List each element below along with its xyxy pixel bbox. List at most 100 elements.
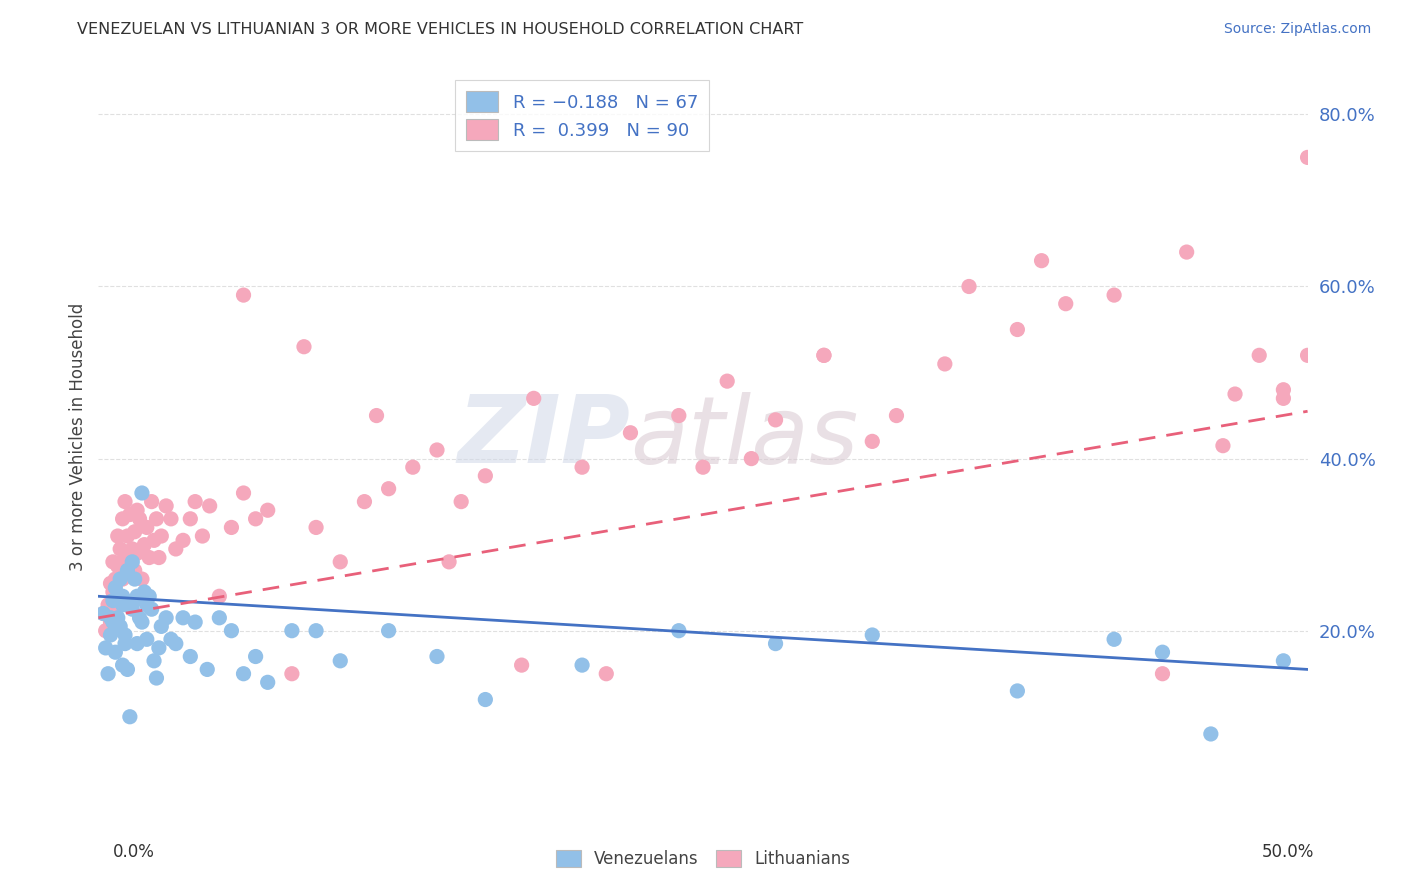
Point: [107, 529, 129, 543]
Point: [1175, 245, 1198, 260]
Point: [595, 666, 617, 681]
Point: [108, 572, 131, 586]
Point: [450, 494, 472, 508]
Point: [860, 628, 883, 642]
Point: [377, 482, 399, 496]
Point: [111, 572, 134, 586]
Point: [886, 409, 908, 423]
Point: [148, 550, 170, 565]
Point: [221, 520, 243, 534]
Point: [107, 559, 129, 574]
Point: [94, 640, 117, 655]
Point: [1199, 727, 1222, 741]
Point: [165, 637, 187, 651]
Point: [124, 593, 146, 607]
Point: [128, 611, 150, 625]
Point: [155, 499, 177, 513]
Point: [114, 628, 136, 642]
Point: [256, 503, 278, 517]
Point: [198, 499, 221, 513]
Point: [329, 555, 352, 569]
Point: [668, 409, 690, 423]
Point: [100, 628, 122, 642]
Point: [208, 611, 231, 625]
Point: [114, 637, 136, 651]
Point: [117, 564, 139, 578]
Text: Source: ZipAtlas.com: Source: ZipAtlas.com: [1223, 22, 1371, 37]
Point: [1272, 654, 1295, 668]
Point: [97, 666, 120, 681]
Point: [150, 619, 173, 633]
Point: [232, 288, 254, 302]
Point: [145, 671, 167, 685]
Point: [184, 494, 207, 508]
Point: [179, 512, 201, 526]
Point: [101, 593, 124, 607]
Point: [148, 640, 170, 655]
Y-axis label: 3 or more Vehicles in Household: 3 or more Vehicles in Household: [69, 303, 87, 571]
Point: [100, 576, 122, 591]
Point: [179, 649, 201, 664]
Point: [740, 451, 762, 466]
Point: [131, 615, 153, 629]
Text: ZIP: ZIP: [457, 391, 630, 483]
Point: [114, 550, 136, 565]
Point: [172, 533, 194, 548]
Point: [1007, 684, 1029, 698]
Point: [813, 348, 835, 362]
Point: [1212, 439, 1234, 453]
Point: [1296, 150, 1319, 164]
Point: [127, 503, 149, 517]
Point: [402, 460, 425, 475]
Point: [135, 598, 157, 612]
Point: [141, 494, 163, 508]
Point: [138, 589, 160, 603]
Point: [155, 611, 177, 625]
Point: [305, 520, 328, 534]
Point: [474, 468, 496, 483]
Point: [329, 654, 352, 668]
Point: [111, 658, 134, 673]
Point: [366, 409, 388, 423]
Point: [114, 494, 136, 508]
Point: [118, 567, 141, 582]
Point: [131, 572, 153, 586]
Point: [117, 662, 139, 676]
Point: [108, 619, 131, 633]
Point: [571, 460, 593, 475]
Point: [94, 624, 117, 638]
Point: [104, 645, 127, 659]
Point: [104, 572, 127, 586]
Point: [111, 512, 134, 526]
Point: [934, 357, 956, 371]
Point: [1054, 296, 1077, 310]
Point: [118, 710, 141, 724]
Point: [150, 529, 173, 543]
Point: [1272, 383, 1295, 397]
Point: [184, 615, 207, 629]
Point: [1296, 348, 1319, 362]
Point: [101, 615, 124, 629]
Point: [108, 541, 131, 556]
Point: [124, 524, 146, 539]
Point: [91, 607, 114, 621]
Point: [135, 632, 157, 647]
Point: [135, 520, 157, 534]
Text: 50.0%: 50.0%: [1263, 843, 1315, 861]
Point: [100, 615, 122, 629]
Point: [191, 529, 214, 543]
Point: [108, 589, 131, 603]
Point: [160, 632, 183, 647]
Point: [668, 624, 690, 638]
Point: [124, 572, 146, 586]
Point: [353, 494, 375, 508]
Point: [145, 512, 167, 526]
Point: [221, 624, 243, 638]
Point: [141, 602, 163, 616]
Point: [232, 666, 254, 681]
Point: [281, 666, 304, 681]
Point: [292, 340, 315, 354]
Point: [765, 637, 787, 651]
Point: [117, 529, 139, 543]
Point: [571, 658, 593, 673]
